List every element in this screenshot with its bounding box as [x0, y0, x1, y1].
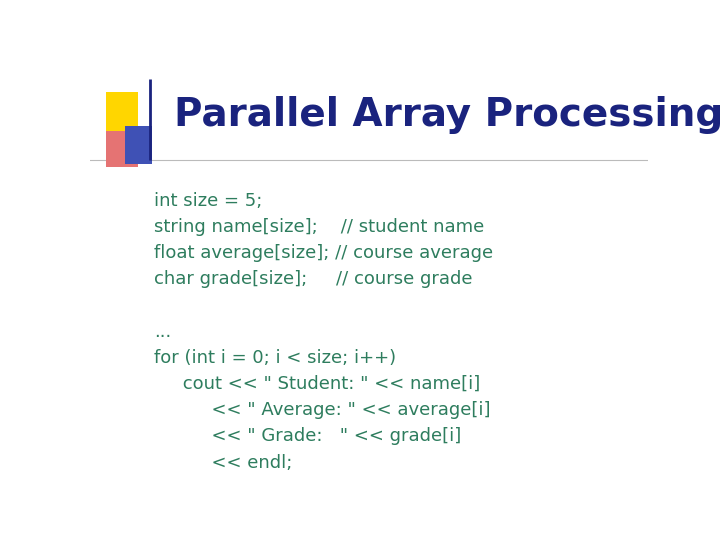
Text: << endl;: << endl;: [154, 454, 292, 471]
Text: << " Grade:   " << grade[i]: << " Grade: " << grade[i]: [154, 427, 462, 446]
Text: Parallel Array Processing: Parallel Array Processing: [174, 96, 720, 134]
Text: << " Average: " << average[i]: << " Average: " << average[i]: [154, 401, 490, 419]
Text: float average[size]; // course average: float average[size]; // course average: [154, 244, 493, 262]
Text: cout << " Student: " << name[i]: cout << " Student: " << name[i]: [154, 375, 480, 393]
Text: for (int i = 0; i < size; i++): for (int i = 0; i < size; i++): [154, 349, 396, 367]
Text: char grade[size];     // course grade: char grade[size]; // course grade: [154, 270, 472, 288]
Text: ...: ...: [154, 322, 171, 341]
Bar: [106, 131, 138, 167]
Bar: [106, 92, 138, 136]
Text: int size = 5;: int size = 5;: [154, 192, 263, 210]
Bar: [125, 126, 152, 164]
Text: string name[size];    // student name: string name[size]; // student name: [154, 218, 485, 236]
